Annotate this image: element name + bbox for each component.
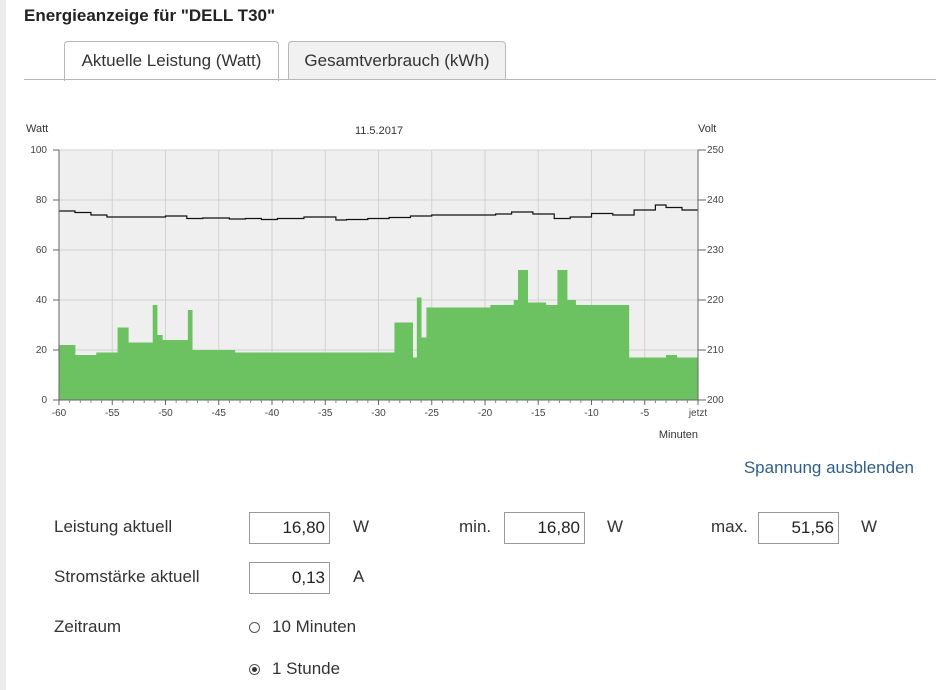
- x-tick-label: jetzt: [688, 408, 708, 419]
- power-bar: [187, 310, 193, 400]
- power-unit: W: [353, 517, 370, 536]
- y2-tick-label: 240: [707, 195, 724, 206]
- power-bar: [412, 357, 418, 400]
- power-bar: [426, 307, 459, 400]
- power-bar: [607, 305, 630, 400]
- x-tick-label: -10: [584, 408, 599, 419]
- y2-tick-label: 210: [707, 345, 724, 356]
- tab-underline: [24, 79, 936, 80]
- power-bar: [303, 352, 347, 400]
- x-axis-label: Minuten: [659, 429, 698, 441]
- power-bar: [421, 337, 427, 400]
- radio-10-minuten[interactable]: [249, 622, 260, 633]
- power-bar: [383, 352, 395, 400]
- max-label: max.: [711, 517, 748, 536]
- power-bar: [545, 305, 558, 400]
- power-bar: [240, 352, 262, 400]
- timerange-label: Zeitraum: [54, 617, 122, 636]
- x-tick-label: -55: [105, 408, 120, 419]
- y-tick-label: 40: [36, 295, 48, 306]
- x-tick-label: -15: [531, 408, 546, 419]
- min-unit: W: [607, 517, 624, 536]
- power-bar: [117, 327, 129, 400]
- power-bar: [416, 297, 422, 400]
- x-tick-label: -25: [425, 408, 440, 419]
- power-bar: [152, 305, 158, 400]
- power-bar: [666, 355, 678, 400]
- x-tick-label: -30: [371, 408, 386, 419]
- x-tick-label: -20: [478, 408, 493, 419]
- x-tick-label: -45: [212, 408, 227, 419]
- power-bar: [596, 305, 608, 400]
- power-bar: [234, 352, 241, 400]
- power-bar: [261, 352, 305, 400]
- radio-1-stunde-label[interactable]: 1 Stunde: [272, 659, 341, 678]
- power-bar: [373, 352, 385, 400]
- power-bar: [628, 357, 667, 400]
- power-bar: [59, 345, 76, 400]
- max-unit: W: [861, 517, 878, 536]
- power-bar: [183, 340, 189, 400]
- radio-10-minuten-label[interactable]: 10 Minuten: [272, 617, 357, 636]
- x-tick-label: -5: [640, 408, 649, 419]
- y-tick-label: 80: [36, 195, 48, 206]
- power-bar: [500, 305, 515, 400]
- current-value-field: 0,13: [249, 562, 330, 594]
- x-tick-label: -60: [52, 408, 67, 419]
- power-bar: [513, 300, 519, 400]
- power-bar: [128, 342, 150, 400]
- y-tick-label: 100: [30, 145, 47, 156]
- power-bar: [575, 305, 598, 400]
- power-bar: [394, 322, 413, 400]
- power-value-field: 16,80: [249, 512, 330, 544]
- x-tick-label: -40: [265, 408, 280, 419]
- toggle-voltage-link[interactable]: Spannung ausblenden: [743, 458, 914, 477]
- power-bar: [527, 302, 547, 400]
- power-bar: [162, 340, 185, 400]
- min-label: min.: [459, 517, 492, 536]
- current-label: Stromstärke aktuell: [54, 567, 200, 586]
- y2-axis-label: Volt: [698, 123, 716, 135]
- y2-tick-label: 250: [707, 145, 724, 156]
- power-bar: [676, 357, 699, 400]
- y2-tick-label: 220: [707, 295, 724, 306]
- power-bar: [458, 307, 491, 400]
- y2-tick-label: 230: [707, 245, 724, 256]
- power-bar: [74, 355, 97, 400]
- y-axis-label: Watt: [26, 123, 48, 135]
- max-value-field: 51,56: [758, 512, 839, 544]
- power-bar: [557, 270, 568, 400]
- radio-1-stunde[interactable]: [249, 664, 260, 675]
- tab-aktuelle-leistung[interactable]: Aktuelle Leistung (Watt): [64, 41, 279, 81]
- voltage-line: [59, 204, 698, 221]
- power-bar: [567, 300, 576, 400]
- power-bar: [192, 350, 236, 400]
- power-bar: [96, 352, 118, 400]
- y-tick-label: 60: [36, 245, 48, 256]
- power-voltage-chart: Watt 11.5.2017 Volt Minuten 0 20 40 60 80 100…: [26, 123, 724, 441]
- y-tick-label: 20: [36, 345, 48, 356]
- power-label: Leistung aktuell: [54, 517, 173, 536]
- chart-title: 11.5.2017: [355, 125, 403, 137]
- x-tick-label: -50: [158, 408, 173, 419]
- y2-tick-label: 200: [707, 395, 724, 406]
- page-title: Energieanzeige für "DELL T30": [24, 6, 276, 25]
- power-bar: [149, 342, 154, 400]
- left-border: [0, 0, 6, 690]
- power-bar: [346, 352, 374, 400]
- tab-gesamtverbrauch[interactable]: Gesamtverbrauch (kWh): [288, 41, 506, 79]
- min-value-field: 16,80: [504, 512, 585, 544]
- y-tick-label: 0: [41, 395, 47, 406]
- current-unit: A: [353, 567, 365, 586]
- power-bar: [156, 335, 163, 400]
- power-bar: [490, 305, 502, 400]
- power-bar: [518, 270, 528, 400]
- x-tick-label: -35: [318, 408, 333, 419]
